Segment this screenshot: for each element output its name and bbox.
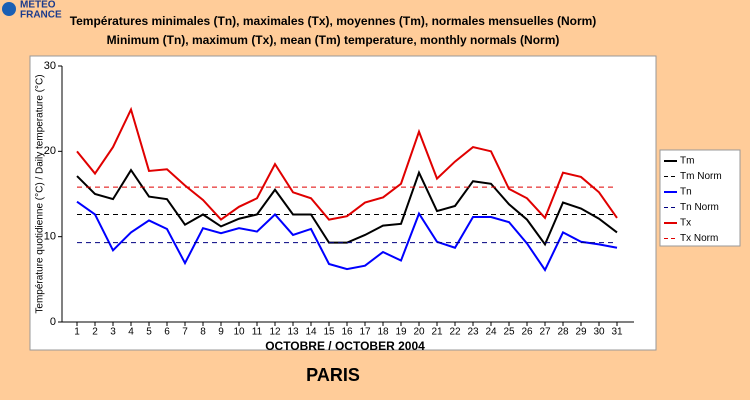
x-tick-label: 9 [218, 327, 224, 338]
logo-text: METEO [20, 0, 56, 11]
x-tick-label: 18 [377, 327, 389, 338]
x-tick-label: 31 [611, 327, 623, 338]
logo-icon [2, 2, 16, 16]
x-tick-label: 7 [182, 327, 188, 338]
x-tick-label: 25 [503, 327, 515, 338]
legend-label: Tm [680, 156, 694, 167]
x-tick-label: 6 [164, 327, 170, 338]
x-tick-label: 23 [467, 327, 479, 338]
legend-box [659, 149, 741, 247]
x-tick-label: 5 [146, 327, 152, 338]
x-tick-label: 2 [92, 327, 98, 338]
x-tick-label: 29 [575, 327, 587, 338]
x-tick-label: 26 [521, 327, 533, 338]
x-tick-label: 4 [128, 327, 134, 338]
series-line [76, 200, 618, 272]
x-tick-label: 27 [539, 327, 551, 338]
legend-label: Tm Norm [680, 171, 722, 182]
x-tick-label: 15 [323, 327, 335, 338]
x-tick-label: 10 [233, 327, 245, 338]
x-tick-label: 16 [341, 327, 353, 338]
legend-label: Tx Norm [680, 233, 718, 244]
x-tick-label: 11 [252, 327, 263, 338]
y-tick-label: 0 [50, 316, 56, 328]
y-tick-label: 10 [44, 231, 56, 243]
x-tick-label: 19 [395, 327, 407, 338]
x-tick-label: 8 [200, 327, 206, 338]
x-tick-label: 14 [305, 327, 317, 338]
x-tick-label: 20 [413, 327, 425, 338]
x-axis-label: OCTOBRE / OCTOBER 2004 [265, 339, 425, 353]
x-tick-label: 30 [593, 327, 605, 338]
chart-title: Températures minimales (Tn), maximales (… [70, 14, 597, 28]
annotation: PARIS [306, 365, 360, 385]
x-tick-label: 24 [485, 327, 497, 338]
y-tick-label: 30 [44, 60, 56, 72]
x-tick-label: 1 [74, 327, 80, 338]
x-tick-label: 13 [287, 327, 299, 338]
x-tick-label: 12 [269, 327, 281, 338]
chart-subtitle: Minimum (Tn), maximum (Tx), mean (Tm) te… [107, 33, 560, 47]
legend-label: Tn [680, 187, 692, 198]
series-line [76, 106, 618, 221]
x-tick-label: 22 [449, 327, 461, 338]
y-axis-label: Température quotidienne (°C) / Daily tem… [35, 74, 46, 313]
legend-label: Tx [680, 218, 691, 229]
x-tick-label: 17 [359, 327, 371, 338]
x-tick-label: 28 [557, 327, 569, 338]
logo-text: FRANCE [20, 10, 62, 21]
legend-label: Tn Norm [680, 202, 719, 213]
x-tick-label: 3 [110, 327, 116, 338]
y-tick-label: 20 [44, 145, 56, 157]
x-tick-label: 21 [431, 327, 443, 338]
